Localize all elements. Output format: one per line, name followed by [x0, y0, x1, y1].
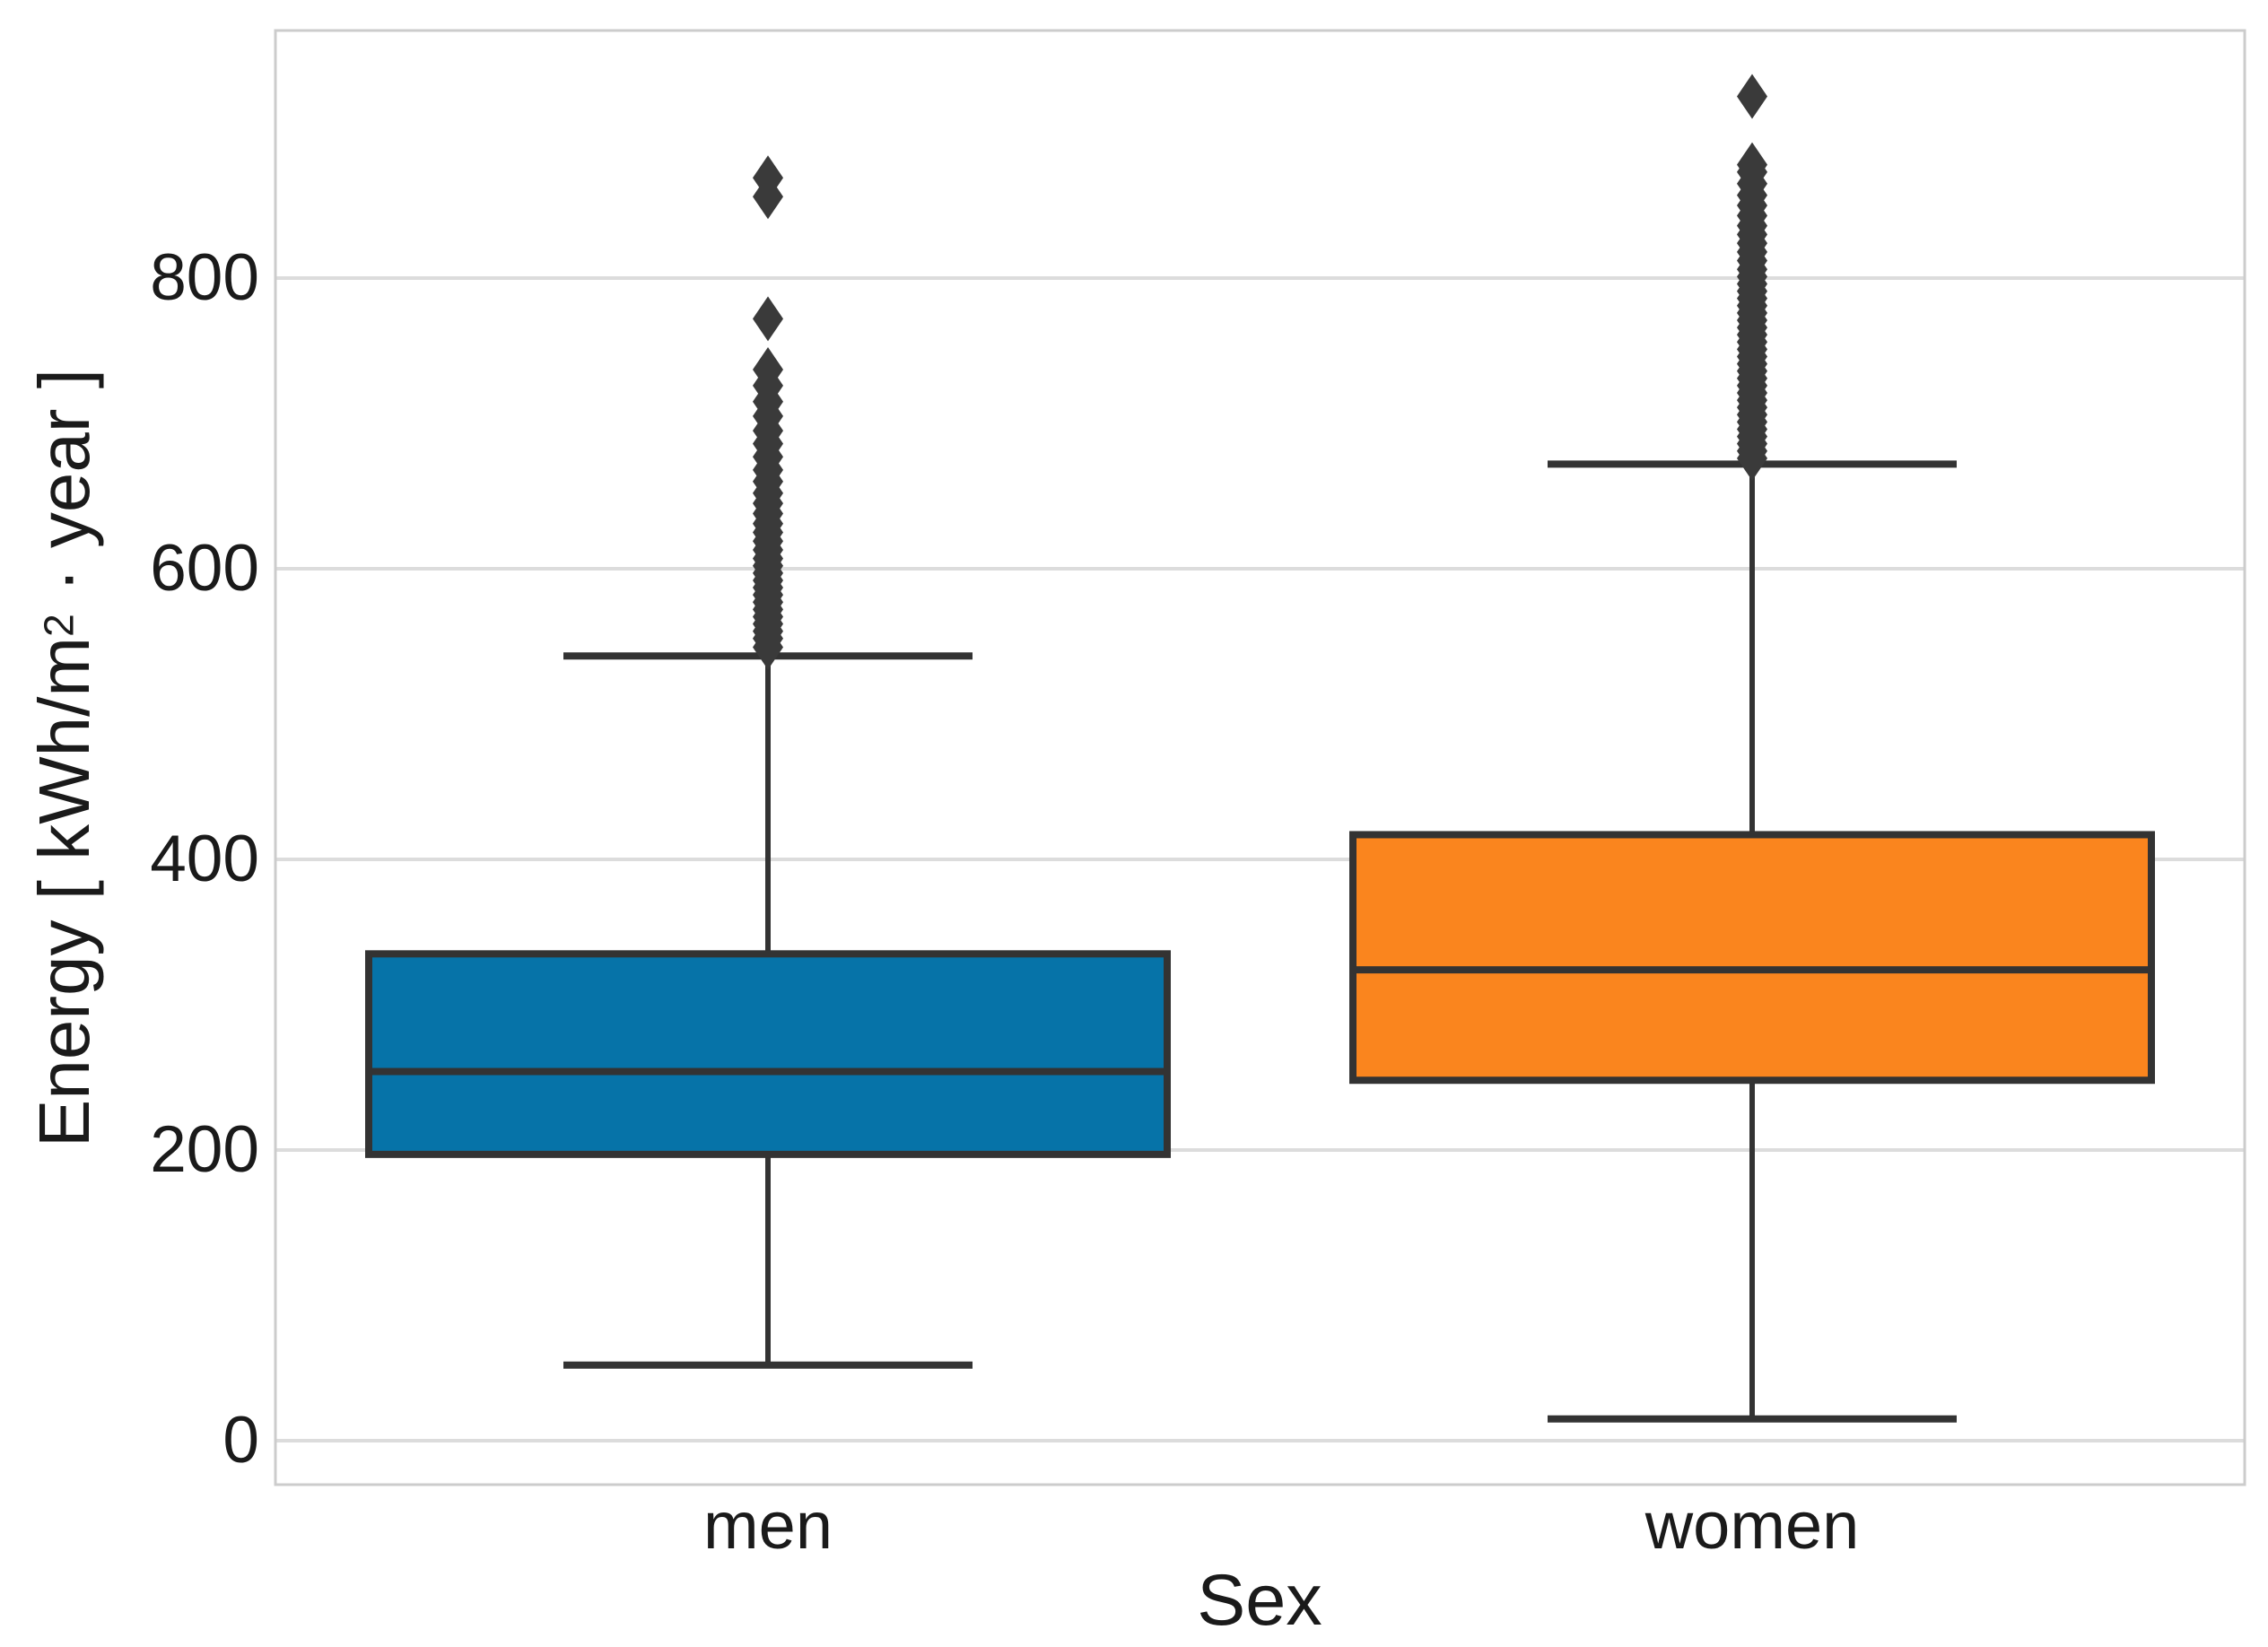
x-tick-label-women: women [1644, 1488, 1860, 1563]
y-axis-label-superscript: 2 [35, 612, 83, 637]
plot-frame [274, 29, 2246, 1486]
x-axis-label: Sex [1197, 1560, 1322, 1641]
y-tick-label-600: 600 [150, 532, 259, 605]
y-tick-label-200: 200 [150, 1113, 259, 1186]
outlier-diamond-women [1737, 74, 1767, 119]
box-men [365, 950, 1171, 1158]
x-tick-label-men: men [703, 1488, 833, 1563]
y-tick-label-0: 0 [222, 1404, 259, 1477]
y-axis-label: Energy [ kWh/m2 · year ] [24, 369, 104, 1147]
y-tick-label-400: 400 [150, 823, 259, 895]
y-tick-label-800: 800 [150, 241, 259, 314]
outlier-diamond-men [753, 296, 783, 342]
outlier-diamond-women [1737, 142, 1767, 187]
outlier-diamond-men [753, 347, 783, 393]
outlier-diamond-men [753, 155, 783, 201]
box-women [1349, 831, 2155, 1085]
